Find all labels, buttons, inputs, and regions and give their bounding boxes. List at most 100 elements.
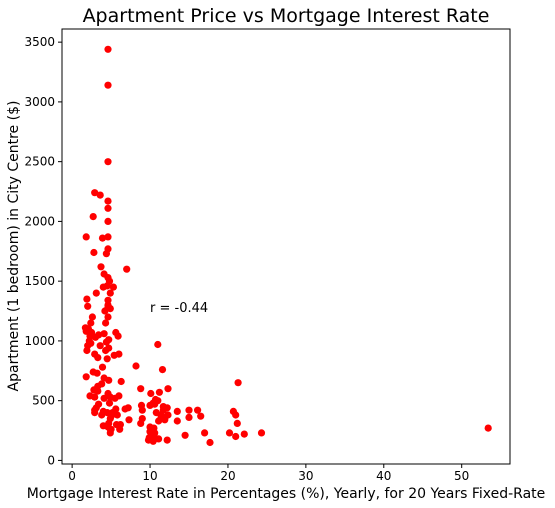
data-point: [104, 233, 112, 241]
data-point: [194, 406, 202, 414]
data-point: [232, 411, 240, 419]
chart-title: Apartment Price vs Mortgage Interest Rat…: [83, 5, 490, 27]
data-point: [110, 351, 118, 359]
data-point: [101, 307, 109, 315]
data-point: [93, 369, 101, 377]
data-point: [173, 417, 181, 425]
data-point: [111, 394, 119, 402]
data-point: [206, 438, 214, 447]
data-point: [155, 435, 163, 443]
data-point: [88, 313, 96, 321]
data-point: [102, 338, 110, 346]
data-point: [91, 189, 99, 197]
data-point: [225, 429, 234, 437]
data-point: [104, 45, 112, 53]
data-point: [83, 295, 91, 303]
y-tick-label: 1000: [24, 334, 55, 348]
points-layer: [81, 45, 492, 447]
data-point: [97, 263, 105, 271]
data-point: [82, 373, 90, 381]
data-point: [105, 376, 113, 384]
y-tick-label: 1500: [24, 274, 55, 288]
data-point: [96, 342, 104, 350]
data-point: [89, 213, 97, 221]
data-point: [104, 197, 112, 205]
correlation-annotation: r = -0.44: [150, 301, 208, 316]
y-tick-label: 0: [47, 453, 55, 467]
y-tick-label: 2500: [24, 155, 55, 169]
data-point: [104, 81, 112, 89]
data-point: [103, 355, 111, 363]
y-tick-label: 3000: [24, 95, 55, 109]
data-point: [105, 399, 114, 407]
data-point: [484, 424, 492, 432]
y-axis-label: Apartment (1 bedroom) in City Centre ($): [6, 101, 22, 392]
data-point: [104, 313, 112, 321]
data-point: [102, 346, 110, 355]
data-point: [104, 217, 112, 225]
data-point: [102, 250, 110, 258]
data-point: [137, 385, 145, 393]
plot-frame: [61, 28, 511, 465]
data-point: [100, 330, 108, 338]
data-point: [197, 412, 205, 420]
data-point: [124, 404, 132, 412]
x-tick-label: 30: [298, 469, 313, 483]
data-point: [132, 362, 140, 370]
data-point: [113, 411, 121, 419]
data-point: [98, 363, 107, 371]
data-point: [185, 406, 193, 414]
data-point: [116, 425, 124, 433]
data-point: [92, 289, 100, 297]
data-point: [145, 434, 153, 442]
data-point: [90, 248, 98, 257]
x-axis: 0 10 20 30 40 50: [68, 464, 469, 483]
data-point: [92, 404, 100, 412]
data-point: [98, 411, 106, 419]
x-tick-label: 20: [220, 469, 235, 483]
data-point: [94, 387, 102, 395]
data-point: [82, 327, 90, 335]
data-point: [137, 419, 145, 427]
data-point: [173, 407, 181, 415]
data-point: [96, 191, 104, 199]
data-point: [123, 265, 131, 273]
data-point: [201, 429, 209, 437]
data-point: [151, 395, 160, 404]
data-point: [125, 416, 133, 424]
y-tick-label: 2000: [24, 214, 55, 228]
data-point: [102, 319, 110, 327]
data-point: [87, 319, 95, 327]
data-point: [163, 436, 171, 444]
data-point: [154, 340, 162, 349]
x-tick-label: 0: [68, 469, 76, 483]
data-point: [185, 413, 193, 421]
x-tick-label: 10: [142, 469, 157, 483]
data-point: [147, 389, 155, 398]
data-point: [234, 379, 242, 387]
data-point: [161, 413, 169, 421]
data-point: [138, 406, 146, 414]
data-point: [91, 393, 99, 401]
data-point: [232, 432, 240, 441]
data-point: [155, 388, 163, 396]
data-point: [257, 429, 266, 437]
data-point: [109, 283, 117, 291]
x-tick-label: 40: [376, 469, 391, 483]
data-point: [148, 425, 156, 433]
data-point: [98, 234, 107, 242]
y-axis: 0 500 1000 1500 2000 2500 3000 3500: [24, 35, 62, 467]
data-point: [94, 354, 102, 362]
data-point: [99, 283, 107, 291]
x-tick-label: 50: [454, 469, 469, 483]
data-point: [164, 385, 172, 393]
data-point: [114, 332, 122, 340]
data-point: [104, 204, 112, 212]
data-point: [82, 233, 90, 241]
data-point: [158, 366, 167, 374]
data-point: [106, 289, 114, 297]
data-point: [240, 430, 248, 438]
y-tick-label: 3500: [24, 35, 55, 49]
data-point: [84, 302, 92, 310]
